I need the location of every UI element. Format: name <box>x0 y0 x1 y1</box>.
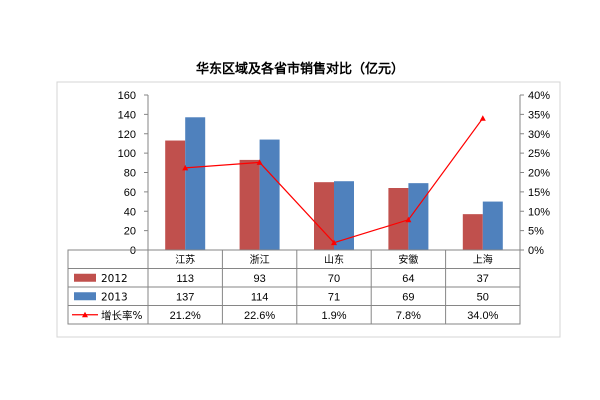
left-tick-label: 40 <box>124 206 136 218</box>
table-cell-2012-浙江: 93 <box>253 273 265 285</box>
plot-layer: 0 20 40 60 80 100 120 140 160 0% 5% 10% 15% 20% 25% 30%… <box>118 90 551 257</box>
bar-2013-山东 <box>334 181 354 250</box>
left-tick-label: 140 <box>118 109 136 121</box>
left-tick-label: 20 <box>124 226 136 238</box>
chart-title: 华东区域及各省市销售对比（亿元） <box>196 61 404 77</box>
bar-2012-安徽 <box>388 188 409 250</box>
table-cell-2013-上海: 50 <box>477 291 489 303</box>
bar-2013-江苏 <box>185 117 206 250</box>
right-tick-label: 35% <box>528 109 550 121</box>
table-cell-2013-安徽: 69 <box>402 291 414 303</box>
right-tick-label: 15% <box>528 187 550 199</box>
bar-2012-上海 <box>462 214 483 250</box>
bar-2013-上海 <box>482 201 503 250</box>
right-tick-label: 0% <box>528 245 544 257</box>
right-tick-label: 30% <box>528 129 550 141</box>
table-cell-2013-江苏: 137 <box>176 291 194 303</box>
bar-2013-浙江 <box>259 139 280 250</box>
right-tick-label: 10% <box>528 206 550 218</box>
legend-label-2012: 2012 <box>101 273 128 285</box>
right-tick-label: 40% <box>528 90 550 102</box>
category-label-江苏: 江苏 <box>175 253 195 266</box>
right-tick-label: 5% <box>528 226 544 238</box>
growth-rate-point-安徽 <box>405 216 412 223</box>
growth-rate-point-浙江 <box>256 159 263 165</box>
legend-marker-增长率% <box>82 311 88 318</box>
table-cell-2012-山东: 70 <box>328 273 340 285</box>
table-cell-2012-上海: 37 <box>477 273 489 285</box>
left-tick-label: 60 <box>124 187 136 199</box>
right-tick-label: 25% <box>528 148 550 160</box>
left-tick-label: 120 <box>118 129 136 141</box>
left-tick-label: 160 <box>118 90 136 102</box>
growth-rate-point-上海 <box>479 115 486 121</box>
category-label-上海: 上海 <box>473 253 493 266</box>
chart-frame <box>56 81 561 338</box>
left-tick-label: 0 <box>130 245 136 257</box>
bar-2012-浙江 <box>239 159 260 250</box>
legend-swatch-2012 <box>74 273 96 282</box>
growth-rate-point-山东 <box>331 239 337 246</box>
table-cell-2012-江苏: 113 <box>176 273 194 285</box>
category-label-安徽: 安徽 <box>398 253 418 266</box>
left-tick-label: 80 <box>124 168 136 180</box>
growth-rate-point-江苏 <box>182 164 189 171</box>
left-tick-label: 100 <box>118 148 136 160</box>
right-tick-label: 20% <box>528 168 550 180</box>
legend-swatch-2013 <box>74 292 96 301</box>
bar-2012-山东 <box>314 182 334 250</box>
legend-label-2013: 2013 <box>101 291 128 303</box>
table-cell-增长率%-江苏: 21.2% <box>170 310 201 322</box>
table-cell-增长率%-安徽: 7.8% <box>396 310 421 322</box>
table-cell-2013-山东: 71 <box>328 291 340 303</box>
data-table: 江苏 浙江 山东 安徽 上海 2012 113 93 70 64 37 2013 137 114 71 69 5… <box>67 249 521 325</box>
table-cell-增长率%-浙江: 22.6% <box>244 310 275 322</box>
category-label-浙江: 浙江 <box>250 254 270 266</box>
table-cell-增长率%-上海: 34.0% <box>467 310 498 322</box>
category-label-山东: 山东 <box>324 253 344 266</box>
bar-2012-江苏 <box>165 140 186 250</box>
table-cell-增长率%-山东: 1.9% <box>321 310 346 322</box>
table-cell-2013-浙江: 114 <box>251 291 269 303</box>
table-cell-2012-安徽: 64 <box>402 273 414 285</box>
legend-label-增长率%: 增长率% <box>101 309 142 322</box>
